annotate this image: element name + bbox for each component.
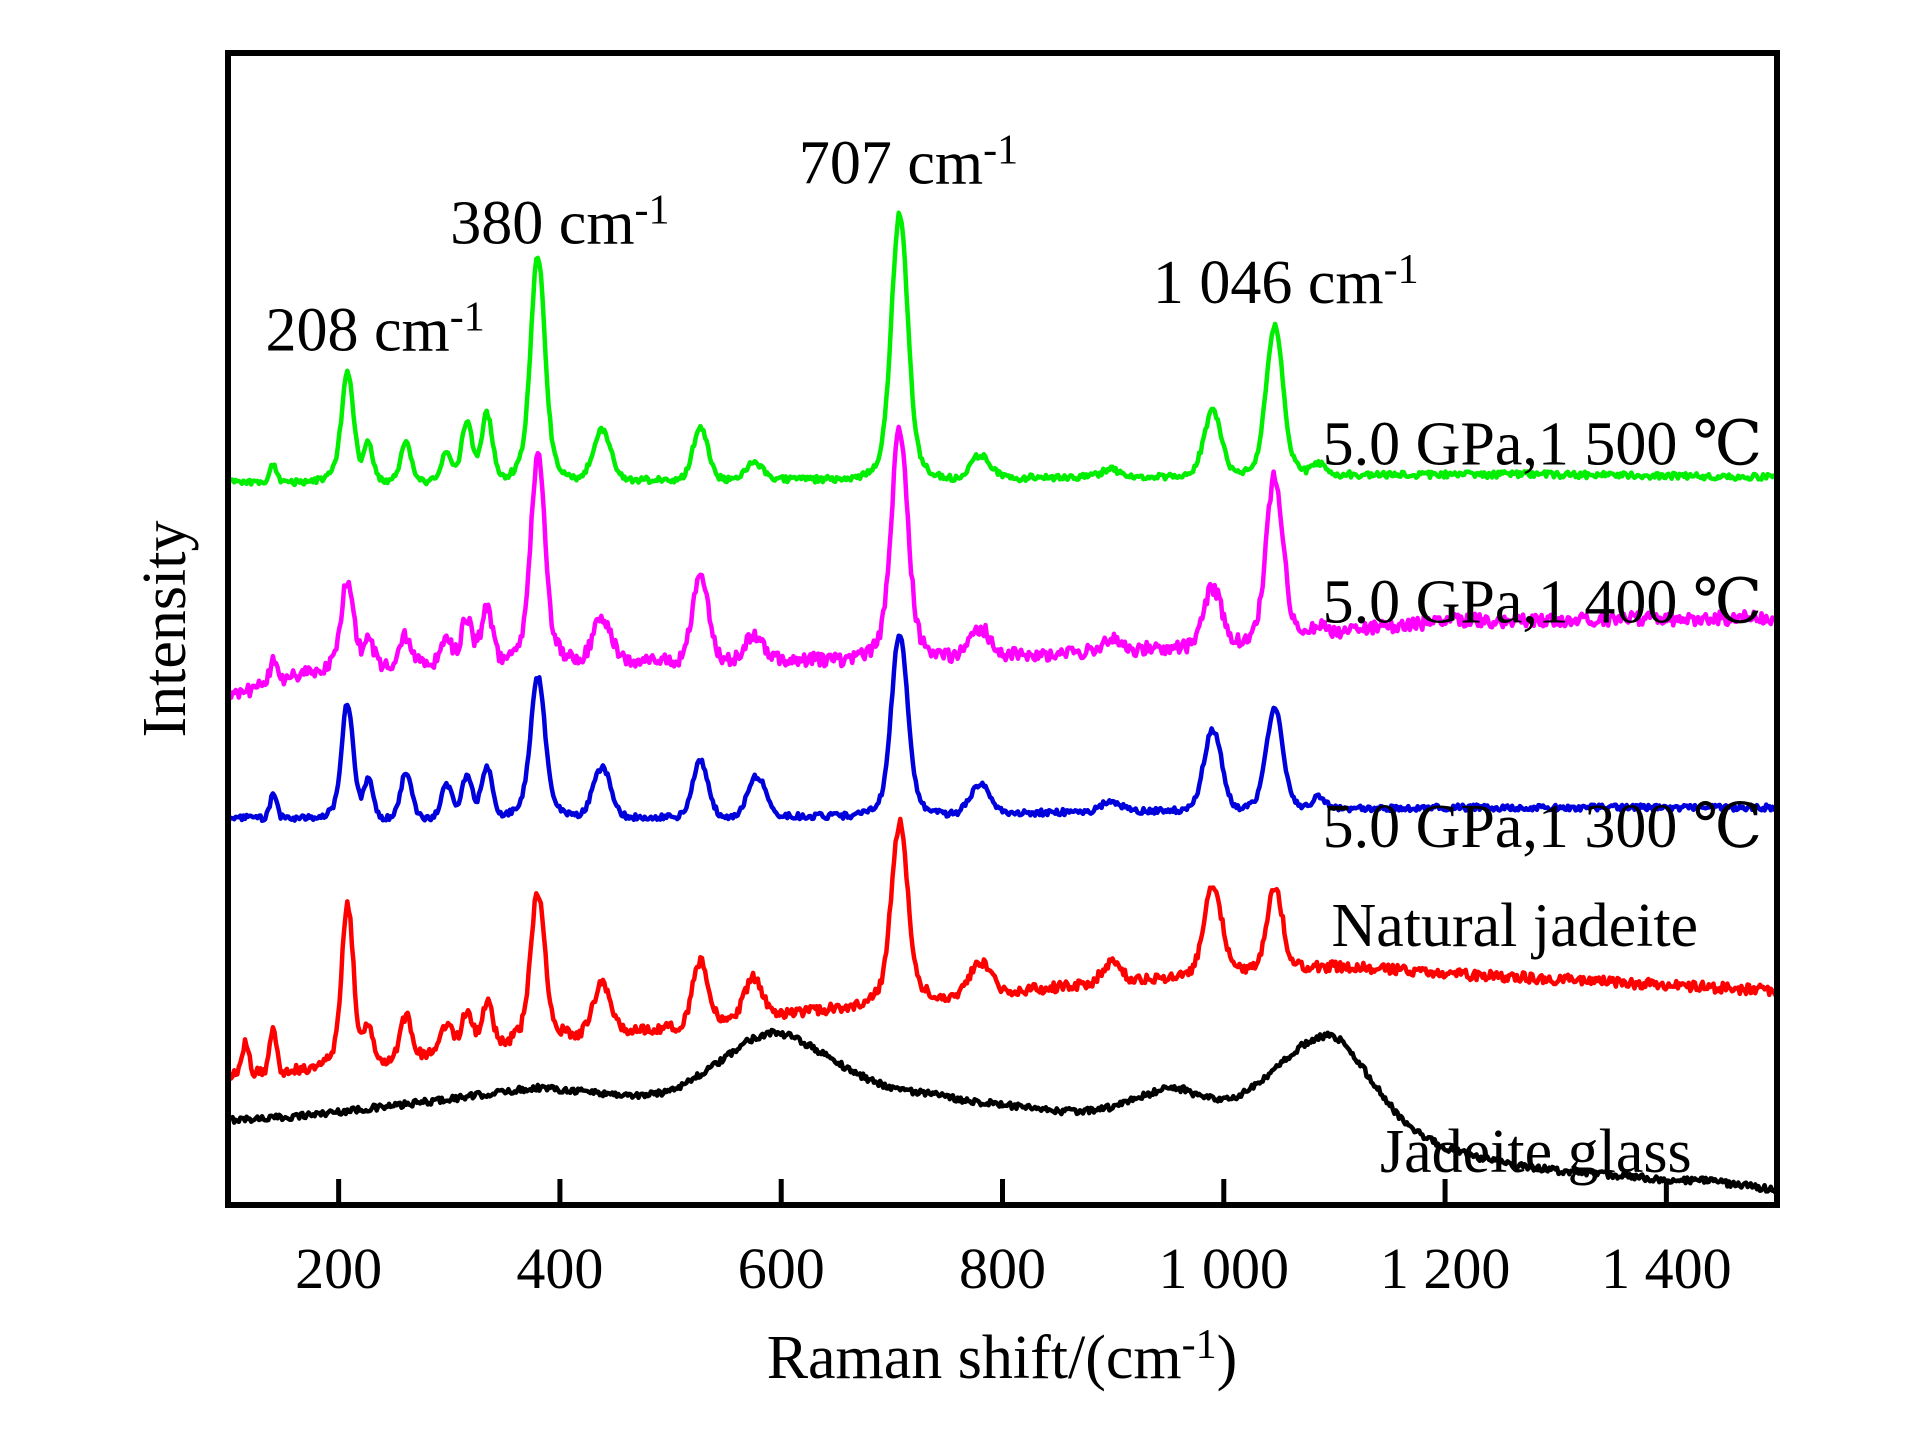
trace-jadeite-glass — [225, 1027, 1780, 1196]
x-axis-ticks — [336, 1179, 1669, 1202]
plot-border — [225, 50, 1780, 1208]
series-label-5-0-gpa-1-300-: 5.0 GPa,1 300 ℃ — [1323, 793, 1763, 861]
series-labels: Jadeite glass Natural jadeite 5.0 GPa,1 30… — [1323, 411, 1763, 1186]
trace-natural-jadeite — [225, 816, 1780, 1081]
x-tick-label-1000: 1 000 — [1159, 1236, 1290, 1301]
x-axis-title: Raman shift/(cm-1) — [767, 1322, 1238, 1392]
trace-5-0-gpa-1-400- — [225, 424, 1780, 704]
series-label-5-0-gpa-1-500-: 5.0 GPa,1 500 ℃ — [1323, 411, 1763, 479]
series-label-natural-jadeite: Natural jadeite — [1331, 892, 1698, 960]
peak-annotation-2: 380 cm-1 — [450, 187, 669, 257]
series-label-5-0-gpa-1-400-: 5.0 GPa,1 400 ℃ — [1323, 568, 1763, 636]
spectra-traces — [225, 210, 1780, 1196]
series-label-jadeite-glass: Jadeite glass — [1380, 1118, 1692, 1186]
trace-5-0-gpa-1-300- — [225, 633, 1780, 823]
x-tick-label-600: 600 — [738, 1236, 825, 1301]
x-tick-label-800: 800 — [959, 1236, 1046, 1301]
y-axis-title: Intensity — [131, 521, 199, 738]
x-tick-label-1200: 1 200 — [1380, 1236, 1511, 1301]
x-tick-label-1400: 1 400 — [1601, 1236, 1732, 1301]
peak-annotation-1: 208 cm-1 — [266, 294, 485, 364]
x-axis-tick-labels: 200 400 600 800 1 000 1 200 1 400 — [295, 1236, 1731, 1301]
peak-annotation-3: 707 cm-1 — [799, 127, 1018, 197]
peak-annotation-4: 1 046 cm-1 — [1153, 247, 1419, 317]
trace-5-0-gpa-1-500- — [225, 210, 1780, 489]
peak-annotations: 208 cm-1 380 cm-1 707 cm-1 1 046 cm-1 — [266, 127, 1419, 364]
x-tick-label-400: 400 — [516, 1236, 603, 1301]
x-tick-label-200: 200 — [295, 1236, 382, 1301]
